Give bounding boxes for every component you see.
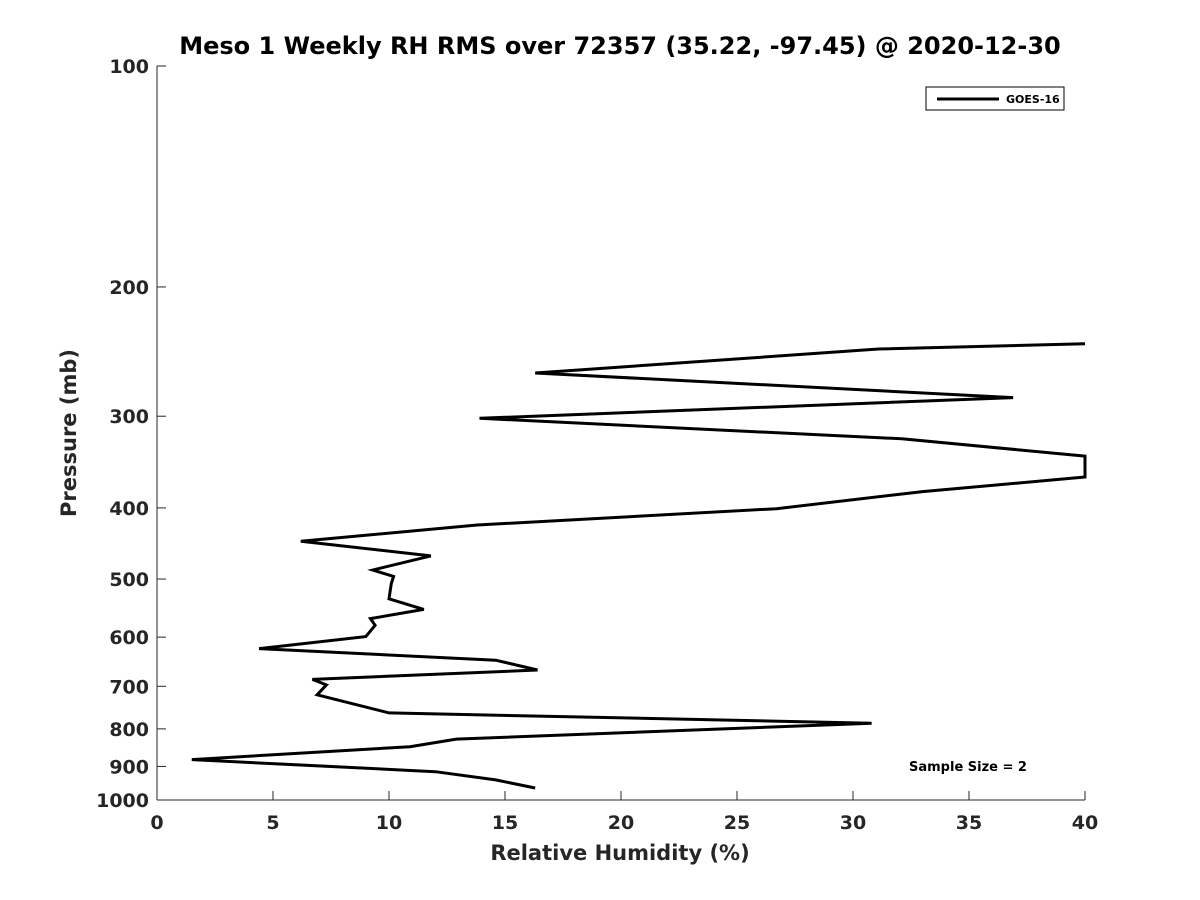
x-axis-ticks: 0 5 10 15 20 25 30 35 40 [150,791,1098,834]
x-tick-label: 0 [150,812,163,834]
x-tick-label: 5 [266,812,279,834]
y-tick-label: 900 [109,756,149,778]
legend-entry-goes-16: GOES-16 [1006,93,1060,106]
x-tick-label: 35 [956,812,982,834]
y-tick-label: 700 [109,676,149,698]
x-tick-label: 30 [840,812,866,834]
x-tick-label: 10 [376,812,402,834]
sample-size-annotation: Sample Size = 2 [909,760,1027,775]
series-line-goes-16 [191,342,1087,790]
x-tick-label: 15 [492,812,518,834]
y-tick-label: 200 [109,277,149,299]
plot-area [156,66,1087,801]
x-tick-label: 20 [608,812,634,834]
x-tick-label: 25 [724,812,750,834]
y-tick-label: 100 [109,56,149,78]
y-tick-label: 800 [109,719,149,741]
y-tick-label: 300 [109,406,149,428]
y-tick-label: 400 [109,498,149,520]
y-tick-label: 1000 [96,790,149,812]
y-axis-label: Pressure (mb) [57,349,81,517]
chart-title: Meso 1 Weekly RH RMS over 72357 (35.22, … [179,32,1061,60]
y-axis-ticks: 100 200 300 400 500 600 700 800 900 1000 [96,56,166,812]
y-tick-label: 600 [109,627,149,649]
y-tick-label: 500 [109,569,149,591]
x-tick-label: 40 [1072,812,1098,834]
legend: GOES-16 [925,86,1065,111]
x-axis-label: Relative Humidity (%) [490,841,749,865]
